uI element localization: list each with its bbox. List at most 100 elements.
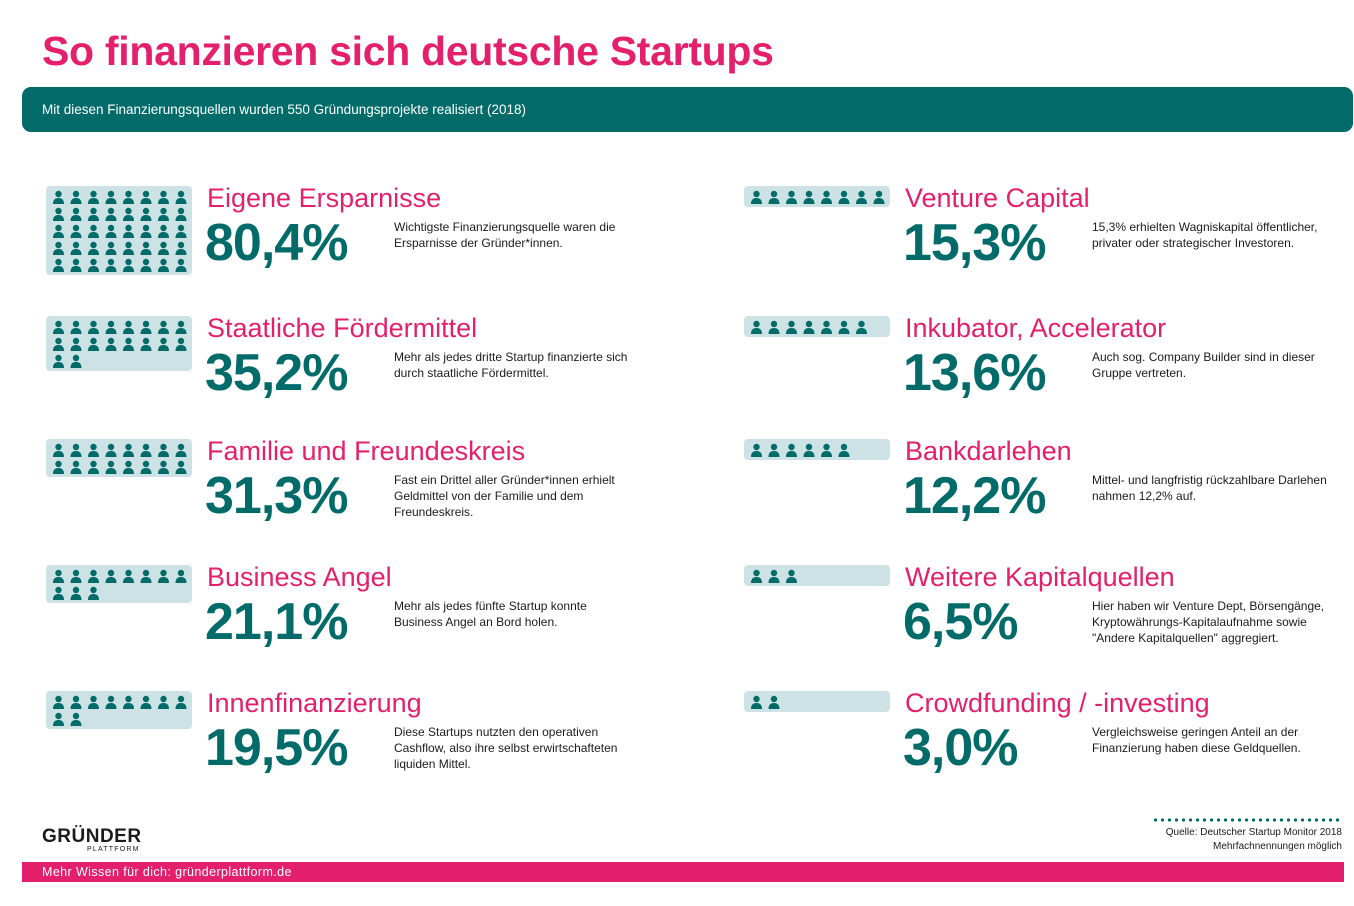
person-icon [158,241,169,255]
person-icon [123,695,134,709]
person-icon [123,241,134,255]
person-icon [158,258,169,272]
item-label: Venture Capital [905,183,1090,213]
funding-item-business-angel: Business Angel 21,1% Mehr als jedes fünf… [46,562,686,694]
person-icon [158,224,169,238]
person-icon-grid [744,691,890,712]
person-icon [88,320,99,334]
person-icon [105,258,117,272]
person-icon [803,443,815,457]
person-icon [140,207,152,221]
person-icons-svg [751,190,885,204]
person-icon [88,586,99,600]
item-label: Inkubator, Accelerator [905,313,1167,343]
funding-item-inkubator-accelerator: Inkubator, Accelerator 13,6% Auch sog. C… [744,313,1354,445]
person-icon [70,354,82,368]
item-label: Crowdfunding / -investing [905,688,1210,718]
logo-wordmark: GRÜNDER [42,826,142,847]
person-icon-grid [46,691,192,729]
person-icon [105,190,117,204]
person-icon [123,443,134,457]
item-label: Eigene Ersparnisse [207,183,442,213]
person-icon [88,241,99,255]
item-description: Auch sog. Company Builder sind in dieser… [1092,350,1315,380]
person-icon [88,460,99,474]
person-icon [158,569,169,583]
person-icon [105,337,117,351]
source-text: Quelle: Deutscher Startup Monitor 2018 [1165,827,1342,838]
person-icons-svg [53,569,187,600]
person-icon [70,190,82,204]
person-icon [838,190,850,204]
person-icon [175,337,187,351]
person-icon [70,258,82,272]
person-icon [158,337,169,351]
person-icon-grid [46,565,192,603]
funding-item-venture-capital: Venture Capital 15,3% 15,3% erhielten Wa… [744,183,1354,315]
person-icon [175,241,187,255]
funding-item-bankdarlehen: Bankdarlehen 12,2% Mittel- und langfrist… [744,436,1354,568]
person-icon [786,320,797,334]
person-icon [70,695,82,709]
footer-link[interactable]: Mehr Wissen für dich: gründerplattform.d… [42,865,292,879]
item-label: Familie und Freundeskreis [207,436,526,466]
person-icon [140,241,152,255]
person-icon [175,443,187,457]
person-icon [786,190,797,204]
person-icon [123,337,134,351]
item-percentage: 3,0% [903,719,1019,777]
person-icon [88,224,99,238]
person-icon [88,337,99,351]
funding-item-eigene-ersparnisse: Eigene Ersparnisse 80,4% Wichtigste Fina… [46,183,686,315]
person-icon [105,460,117,474]
funding-item-staatliche-foerdermittel: Staatliche Fördermittel 35,2% Mehr als j… [46,313,686,445]
person-icon [53,320,64,334]
item-description: Mehr als jedes fünfte Startup konnte Bus… [394,599,587,629]
subtitle-bar: Mit diesen Finanzierungsquellen wurden 5… [22,87,1353,132]
item-label: Business Angel [207,562,392,592]
item-label: Staatliche Fördermittel [207,313,478,343]
item-percentage: 21,1% [205,593,348,651]
person-icon [105,443,117,457]
person-icon [175,460,187,474]
person-icon [175,224,187,238]
person-icon [158,695,169,709]
person-icon [123,569,134,583]
item-description: Mittel- und langfristig rückzahlbare Dar… [1092,473,1327,503]
person-icon [53,207,64,221]
item-description: Diese Startups nutzten den operativen Ca… [394,725,618,771]
person-icons-svg [53,190,187,272]
page-title: So finanzieren sich deutsche Startups [42,28,774,74]
person-icon-grid [46,439,192,477]
item-description: Fast ein Drittel aller Gründer*innen erh… [394,473,615,519]
person-icon [140,258,152,272]
source-note: Quelle: Deutscher Startup Monitor 2018 M… [1166,818,1342,854]
person-icon [53,224,64,238]
person-icon [70,586,82,600]
person-icon [70,224,82,238]
person-icon [786,569,797,583]
person-icon [803,190,815,204]
person-icon [70,443,82,457]
person-icon [768,443,780,457]
person-icon [70,460,82,474]
person-icon [751,320,762,334]
person-icon [53,354,64,368]
person-icon [140,224,152,238]
person-icon [70,569,82,583]
person-icon [70,337,82,351]
funding-item-innenfinanzierung: Innenfinanzierung 19,5% Diese Startups n… [46,688,686,820]
person-icon [53,695,64,709]
person-icon [751,695,762,709]
item-description: Wichtigste Finanzierungsquelle waren die… [394,220,616,250]
person-icon [70,207,82,221]
person-icon [158,190,169,204]
person-icon [158,460,169,474]
person-icon [140,190,152,204]
person-icon [856,320,867,334]
person-icon [53,337,64,351]
person-icon [140,320,152,334]
person-icon [175,695,187,709]
person-icon [53,190,64,204]
item-percentage: 19,5% [205,719,348,777]
